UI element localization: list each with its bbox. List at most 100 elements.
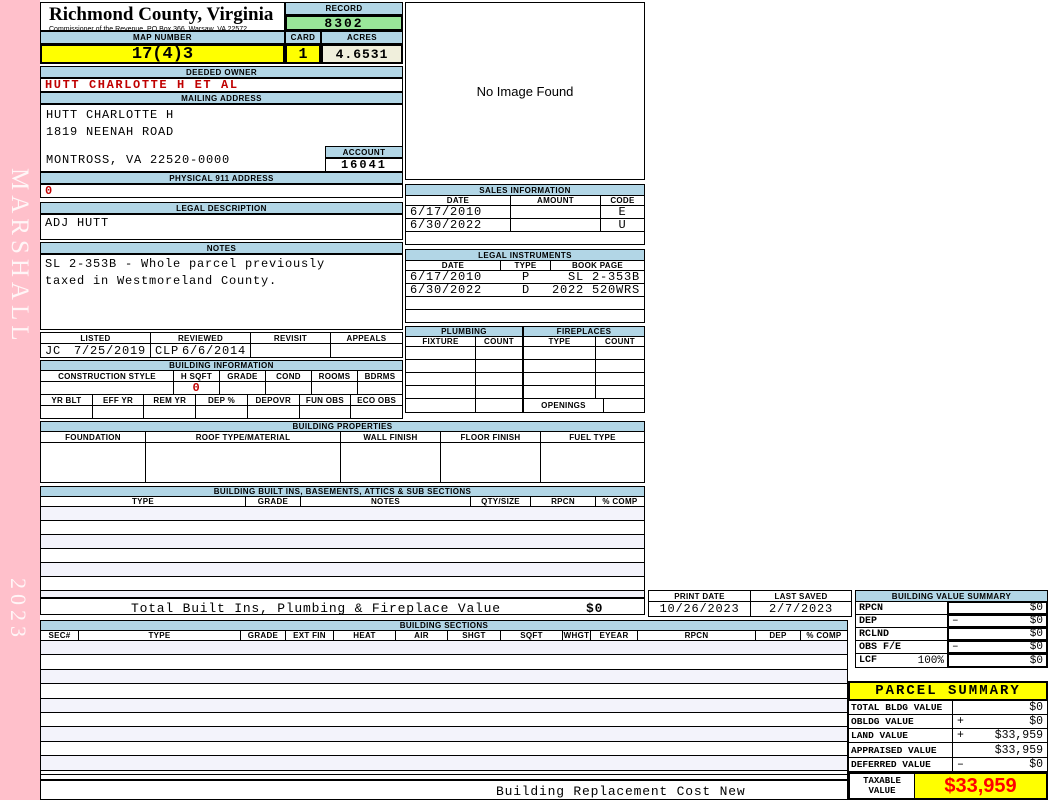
built-ins-header-row: TYPE GRADE NOTES QTY/SIZE RPCN % COMP [40,497,645,507]
reviewed-label: REVIEWED [151,333,251,343]
fireplaces-empty-row [523,386,645,399]
h-sqft-label: H SQFT [174,371,220,381]
empty-row [41,727,847,742]
whgt-label: WHGT [563,631,591,640]
plumbing-empty-row [405,373,523,386]
foundation-value [41,443,146,482]
listed-date: 7/25/2019 [73,344,146,357]
print-date-value: 10/26/2023 [649,602,751,616]
builtin-grade-label: GRADE [246,497,301,506]
building-properties-value-row [40,443,645,483]
fuel-type-value [541,443,644,482]
notes-line-1: SL 2-353B - Whole parcel previously [45,257,326,271]
fixture-count-label: COUNT [484,337,514,346]
building-information-value-row-2 [40,406,403,419]
bvs-label: RCLND [859,628,890,640]
account-value: 16041 [325,158,403,172]
air-label: AIR [396,631,448,640]
deeded-owner-label: DEEDED OWNER [40,66,403,78]
depovr-label: DEPOVR [248,395,300,405]
taxable-label-line1: TAXABLE [863,776,901,786]
sales-amount [511,206,601,218]
reviewed-by: CLP [155,344,180,357]
physical-911-value: 0 [40,184,403,198]
building-information-header-row-1: CONSTRUCTION STYLE H SQFT GRADE COND ROO… [40,371,403,382]
reviewed-date: 6/6/2014 [181,344,246,357]
building-value-summary-title: BUILDING VALUE SUMMARY [855,590,1048,602]
legal-instruments-title: LEGAL INSTRUMENTS [405,249,645,261]
fireplaces-empty-row [523,360,645,373]
instrument-row: 6/17/2010 P SL 2-353B [405,271,645,284]
heat-label: HEAT [334,631,396,640]
ps-row-appraised: APPRAISED VALUE $33,959 [848,743,1048,758]
floor-finish-value [441,443,541,482]
parcel-summary-title: PARCEL SUMMARY [848,681,1048,701]
fun-obs-label: FUN OBS [300,395,352,405]
ps-value: $0 [1029,715,1043,728]
fireplaces-title: FIREPLACES [523,326,645,337]
bvs-value: $0 [1029,641,1043,653]
ps-row-deferred: DEFERRED VALUE – $0 [848,758,1048,772]
notes-label: NOTES [40,242,403,254]
dep-pct-value [196,406,248,418]
instrument-empty-row [405,310,645,323]
type-label: TYPE [79,631,241,640]
sales-amount [511,219,601,231]
building-properties-header-row: FOUNDATION ROOF TYPE/MATERIAL WALL FINIS… [40,432,645,443]
county-header-box: Richmond County, Virginia Commissioner o… [40,2,285,33]
grade-label: GRADE [241,631,286,640]
empty-row [41,549,644,563]
instrument-bookpage: SL 2-353B [567,271,640,283]
rem-yr-label: REM YR [144,395,197,405]
empty-row [41,698,847,713]
rem-yr-value [144,406,197,418]
cond-value [266,382,312,394]
listed-value: JC 7/25/2019 [41,344,151,357]
roof-type-value [146,443,341,482]
review-value-row: JC 7/25/2019 CLP 6/6/2014 [40,344,403,358]
bvs-label: DEP [859,615,878,627]
eff-yr-label: EFF YR [93,395,145,405]
instrument-bookpage-label: BOOK PAGE [571,261,623,270]
floor-finish-label: FLOOR FINISH [441,432,541,442]
ps-row-taxable: TAXABLE VALUE $33,959 [848,772,1048,800]
grade-value [220,382,266,394]
rooms-value [312,382,358,394]
eff-yr-value [93,406,145,418]
plumbing-header-row: FIXTURE COUNT [405,337,523,347]
account-label: ACCOUNT [325,146,403,158]
sales-date: 6/17/2010 [406,206,511,218]
acres-label: ACRES [321,31,403,44]
instrument-row: 6/30/2022 D 2022 520WRS [405,284,645,297]
legal-description-value: ADJ HUTT [40,214,403,240]
ps-label: APPRAISED VALUE [849,743,953,757]
empty-row [41,756,847,771]
acres-value: 4.6531 [321,44,403,64]
building-information-header-row-2: YR BLT EFF YR REM YR DEP % DEPOVR FUN OB… [40,395,403,406]
plumbing-empty-row [405,386,523,399]
sales-empty-row [405,232,645,245]
sales-date-label: DATE [406,196,511,205]
last-saved-label: LAST SAVED [774,591,828,601]
built-ins-title: BUILDING BUILT INS, BASEMENTS, ATTICS & … [40,486,645,497]
revisit-label: REVISIT [251,333,331,343]
sidebar: MARSHALL 2023 [0,0,40,800]
wall-finish-label: WALL FINISH [341,432,441,442]
bvs-row-rpcn: RPCN $0 [855,602,1048,615]
sales-information-header-row: DATE AMOUNT CODE [405,196,645,206]
no-image-panel: No Image Found [405,2,645,180]
fireplace-type-label: TYPE [524,337,596,346]
ps-row-total-bldg: TOTAL BLDG VALUE $0 [848,701,1048,715]
taxable-label: TAXABLE VALUE [850,774,915,798]
bdrms-label: BDRMS [364,371,396,381]
bvs-value: $0 [1029,615,1043,627]
empty-row [41,770,847,774]
print-info-header-row: PRINT DATE LAST SAVED [648,590,852,602]
grade-label: GRADE [220,371,266,381]
plumbing-empty-row [405,347,523,360]
roof-type-label: ROOF TYPE/MATERIAL [146,432,341,442]
bvs-label: RPCN [859,602,884,614]
review-header-row: LISTED REVIEWED REVISIT APPEALS [40,332,403,344]
ps-row-obldg: OBLDG VALUE + $0 [848,715,1048,729]
reviewed-value: CLP 6/6/2014 [151,344,251,357]
